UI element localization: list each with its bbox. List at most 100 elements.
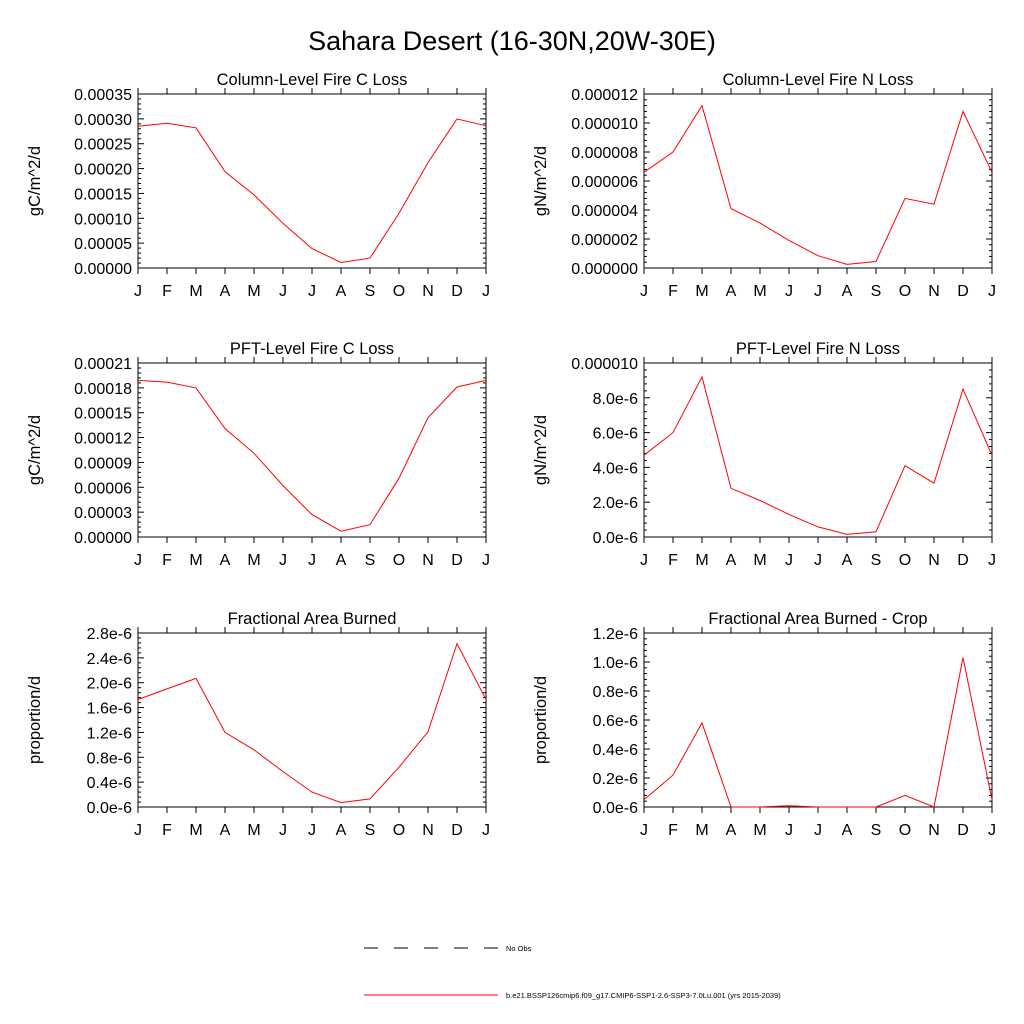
x-tick-label: F <box>668 552 678 569</box>
panel-title: Fractional Area Burned - Crop <box>708 610 927 628</box>
y-tick-label: 0.000006 <box>571 174 638 191</box>
x-tick-label: O <box>393 283 405 300</box>
x-tick-label: F <box>668 283 678 300</box>
x-tick-label: O <box>899 552 911 569</box>
x-tick-label: O <box>899 822 911 839</box>
y-axis-label: gC/m^2/d <box>26 415 44 485</box>
y-tick-label: 0.00015 <box>74 186 132 203</box>
y-tick-label: 0.00005 <box>74 236 132 253</box>
x-tick-label: J <box>988 822 996 839</box>
x-tick-label: N <box>928 822 940 839</box>
chart-panel: Column-Level Fire C Loss 0.00000 0.00005 0.… <box>26 71 490 300</box>
x-tick-label: J <box>785 283 793 300</box>
y-tick-label: 4.0e-6 <box>593 460 638 477</box>
x-tick-label: J <box>814 552 822 569</box>
x-tick-label: M <box>247 283 260 300</box>
x-tick-label: J <box>134 552 142 569</box>
x-tick-label: O <box>393 822 405 839</box>
x-tick-label: A <box>726 283 737 300</box>
x-tick-label: A <box>220 283 231 300</box>
y-tick-label: 0.000002 <box>571 232 638 249</box>
plot-frame <box>137 632 487 808</box>
x-tick-label: J <box>988 283 996 300</box>
x-tick-label: J <box>308 283 316 300</box>
y-tick-label: 0.000012 <box>571 87 638 104</box>
y-tick-label: 0.6e-6 <box>593 713 638 730</box>
y-tick-label: 0.000010 <box>571 116 638 133</box>
y-tick-label: 0.000004 <box>571 203 638 220</box>
y-tick-label: 6.0e-6 <box>593 426 638 443</box>
x-tick-label: S <box>365 822 376 839</box>
y-tick-label: 1.0e-6 <box>593 655 638 672</box>
y-tick-label: 0.00015 <box>74 406 132 423</box>
x-tick-label: M <box>695 552 708 569</box>
plot-frame <box>137 93 487 269</box>
y-tick-label: 1.6e-6 <box>87 701 132 718</box>
x-tick-label: J <box>640 822 648 839</box>
y-tick-label: 0.4e-6 <box>593 742 638 759</box>
panel-title: Column-Level Fire N Loss <box>723 71 914 89</box>
chart-panel: PFT-Level Fire N Loss 0.0e-6 2.0e-6 4.0e-6 6… <box>532 340 996 569</box>
x-tick-label: J <box>134 283 142 300</box>
x-tick-label: A <box>726 822 737 839</box>
x-tick-label: S <box>871 283 882 300</box>
x-tick-label: J <box>482 283 490 300</box>
x-tick-label: D <box>451 283 463 300</box>
panel-title: PFT-Level Fire N Loss <box>736 340 900 358</box>
y-tick-label: 0.00030 <box>74 112 132 129</box>
series-line <box>137 118 487 264</box>
y-axis-label: proportion/d <box>26 676 44 764</box>
y-tick-label: 8.0e-6 <box>593 391 638 408</box>
x-tick-label: A <box>726 552 737 569</box>
y-axis-label: proportion/d <box>532 676 550 764</box>
x-tick-label: A <box>220 822 231 839</box>
series-line <box>643 657 993 808</box>
plot-frame <box>137 362 487 538</box>
x-tick-label: M <box>189 283 202 300</box>
x-tick-label: J <box>988 552 996 569</box>
y-tick-label: 0.000008 <box>571 145 638 162</box>
x-tick-label: A <box>220 552 231 569</box>
x-tick-label: M <box>189 552 202 569</box>
x-tick-label: D <box>957 552 969 569</box>
x-tick-label: F <box>162 283 172 300</box>
x-tick-label: D <box>957 283 969 300</box>
x-tick-label: A <box>336 283 347 300</box>
y-tick-label: 0.00009 <box>74 455 132 472</box>
x-tick-label: A <box>842 822 853 839</box>
y-tick-label: 0.0e-6 <box>593 800 638 817</box>
x-tick-label: N <box>422 552 434 569</box>
panel-title: PFT-Level Fire C Loss <box>230 340 394 358</box>
x-tick-label: F <box>162 552 172 569</box>
x-tick-label: A <box>842 552 853 569</box>
y-tick-label: 2.0e-6 <box>593 495 638 512</box>
y-axis-label: gC/m^2/d <box>26 146 44 216</box>
x-tick-label: D <box>451 822 463 839</box>
x-tick-label: F <box>668 822 678 839</box>
x-tick-label: O <box>393 552 405 569</box>
panel-title: Fractional Area Burned <box>228 610 397 628</box>
y-tick-label: 0.00035 <box>74 87 132 104</box>
x-tick-label: J <box>814 822 822 839</box>
x-tick-label: J <box>640 552 648 569</box>
x-tick-label: S <box>365 283 376 300</box>
x-tick-label: M <box>753 822 766 839</box>
figure-title: Sahara Desert (16-30N,20W-30E) <box>308 26 716 56</box>
legend: No Obs b.e21.BSSP126cmip6.f09_g17.CMIP6-S… <box>364 944 781 1000</box>
y-axis-label: gN/m^2/d <box>532 146 550 216</box>
chart-panel: Fractional Area Burned 0.0e-6 0.4e-6 0.8e-6… <box>26 610 490 839</box>
plot-frame <box>643 632 993 808</box>
y-tick-label: 0.00010 <box>74 211 132 228</box>
x-tick-label: F <box>162 822 172 839</box>
y-tick-label: 2.0e-6 <box>87 676 132 693</box>
y-axis-label: gN/m^2/d <box>532 415 550 485</box>
x-tick-label: M <box>247 552 260 569</box>
y-tick-label: 0.00006 <box>74 480 132 497</box>
x-tick-label: A <box>336 822 347 839</box>
plot-frame <box>643 93 993 269</box>
y-tick-label: 0.00021 <box>74 356 132 373</box>
x-tick-label: M <box>695 822 708 839</box>
y-tick-label: 2.8e-6 <box>87 626 132 643</box>
y-tick-label: 0.0e-6 <box>87 800 132 817</box>
